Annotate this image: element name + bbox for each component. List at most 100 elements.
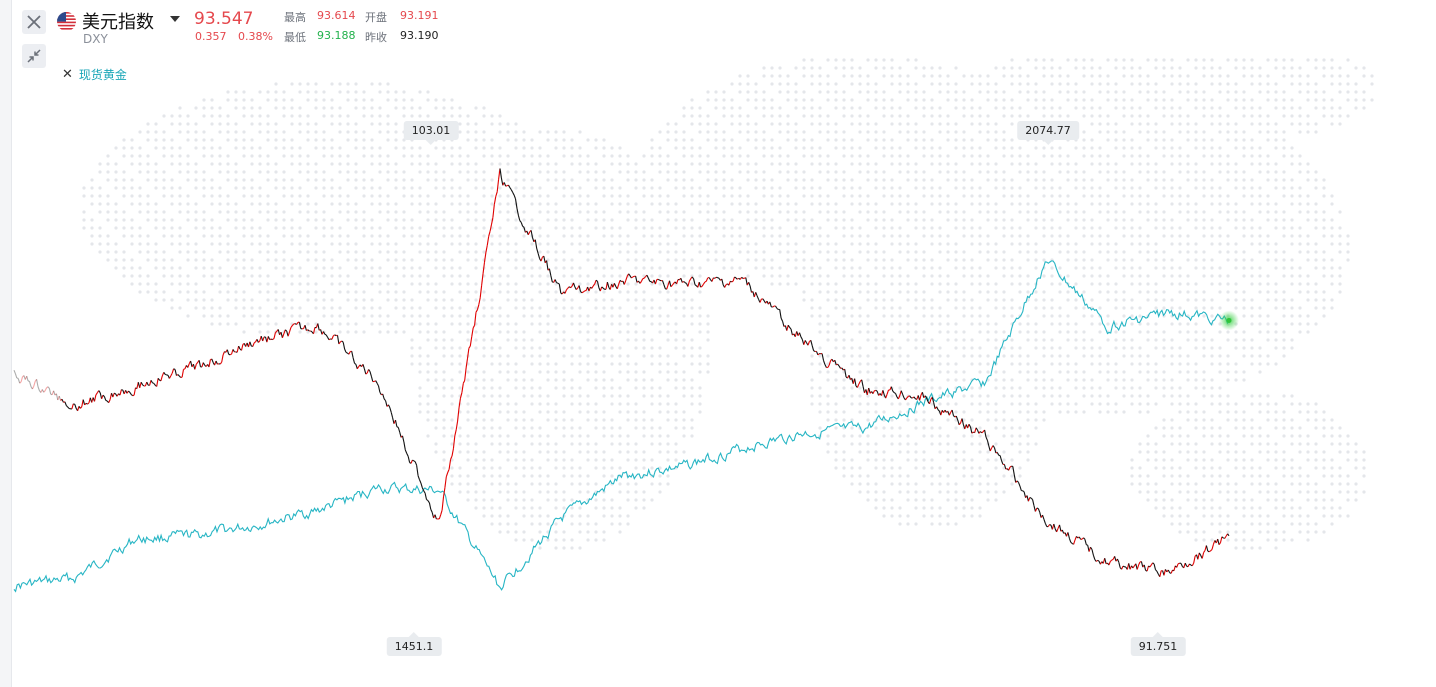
map-dot [618,154,622,158]
map-dot [1186,242,1190,246]
map-dot [1026,234,1030,238]
map-dot [1002,290,1006,294]
map-dot [1186,178,1190,182]
map-dot [658,386,662,390]
map-dot [338,194,342,198]
map-dot [1306,234,1310,238]
map-dot [1018,290,1022,294]
map-dot [1266,418,1270,422]
map-dot [1282,66,1286,70]
map-dot [882,146,886,150]
map-dot [682,418,686,422]
map-dot [858,386,862,390]
map-dot [1058,362,1062,366]
map-dot [466,154,470,158]
map-dot [394,218,398,222]
map-dot [698,266,702,270]
map-dot [202,250,206,254]
map-dot [938,202,942,206]
map-dot [914,178,918,182]
map-dot [354,98,358,102]
map-dot [146,154,150,158]
map-dot [234,218,238,222]
map-dot [1314,402,1318,406]
map-dot [138,170,142,174]
map-dot [746,154,750,158]
map-dot [1074,338,1078,342]
map-dot [274,266,278,270]
map-dot [1058,266,1062,270]
map-dot [666,210,670,214]
map-dot [794,98,798,102]
map-dot [834,386,838,390]
map-dot [458,362,462,366]
map-dot [842,410,846,414]
map-dot [498,306,502,310]
map-dot [970,266,974,270]
map-dot [130,266,134,270]
map-dot [658,290,662,294]
map-dot [906,450,910,454]
map-dot [874,106,878,110]
map-dot [1050,186,1054,190]
map-dot [690,122,694,126]
map-dot [258,90,262,94]
map-dot [570,322,574,326]
map-dot [386,322,390,326]
map-dot [826,154,830,158]
map-dot [330,306,334,310]
map-dot [978,274,982,278]
map-dot [250,162,254,166]
map-dot [1002,418,1006,422]
map-dot [794,282,798,286]
map-dot [490,298,494,302]
map-dot [786,90,790,94]
map-dot [202,298,206,302]
map-dot [474,362,478,366]
map-dot [786,194,790,198]
map-dot [170,194,174,198]
map-dot [946,354,950,358]
map-dot [498,130,502,134]
map-dot [554,242,558,246]
map-dot [818,322,822,326]
map-dot [714,106,718,110]
map-dot [778,66,782,70]
map-dot [1082,354,1086,358]
map-dot [1306,458,1310,462]
map-dot [850,98,854,102]
map-dot [738,186,742,190]
map-dot [538,402,542,406]
map-dot [858,90,862,94]
map-dot [114,210,118,214]
map-dot [538,314,542,318]
map-dot [90,226,94,230]
map-dot [1250,322,1254,326]
map-dot [898,130,902,134]
map-dot [978,250,982,254]
map-dot [730,234,734,238]
map-dot [106,234,110,238]
map-dot [114,186,118,190]
map-dot [578,426,582,430]
map-dot [1130,322,1134,326]
map-dot [1242,210,1246,214]
map-dot [1298,122,1302,126]
map-dot [498,402,502,406]
map-dot [1266,450,1270,454]
map-dot [1354,98,1358,102]
map-dot [578,170,582,174]
map-dot [1322,274,1326,278]
map-dot [882,90,886,94]
map-dot [826,410,830,414]
map-dot [1018,66,1022,70]
map-dot [354,202,358,206]
map-dot [1066,370,1070,374]
map-dot [1122,90,1126,94]
map-dot [586,178,590,182]
map-dot [1050,306,1054,310]
map-dot [1026,218,1030,222]
map-dot [890,426,894,430]
map-dot [298,234,302,238]
map-dot [226,178,230,182]
